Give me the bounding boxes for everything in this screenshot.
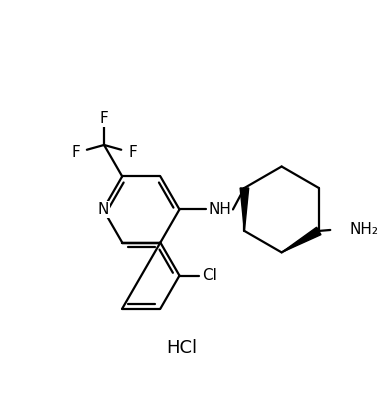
Text: F: F [100,111,108,126]
Text: NH: NH [208,202,231,217]
Text: F: F [71,145,80,160]
Text: N: N [97,202,109,217]
Text: Cl: Cl [203,268,217,283]
Polygon shape [240,188,249,231]
Text: HCl: HCl [166,339,197,357]
Text: F: F [128,145,137,160]
Polygon shape [282,227,321,252]
Text: NH₂: NH₂ [349,221,378,236]
